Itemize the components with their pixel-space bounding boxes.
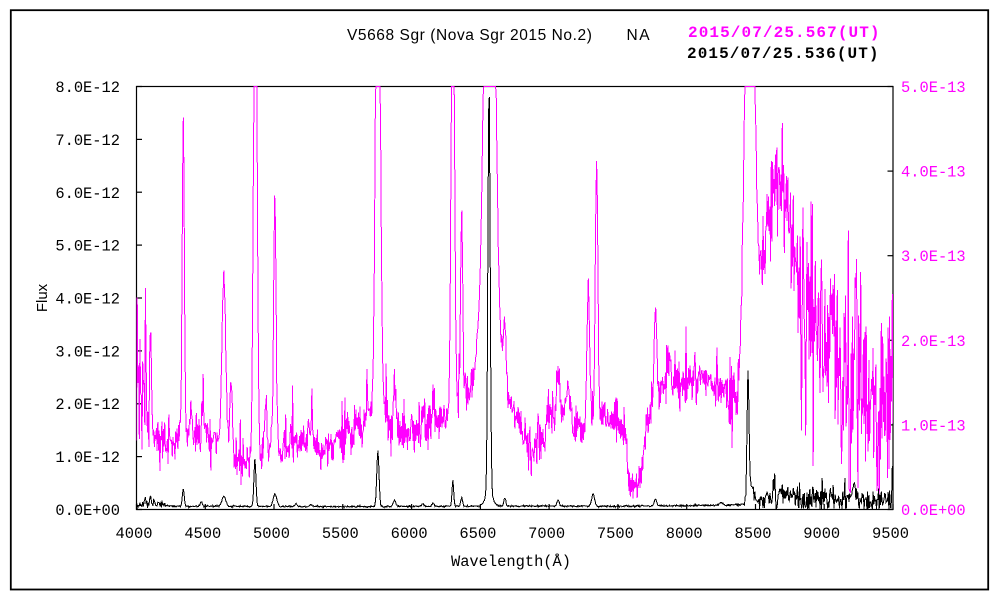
svg-text:5.0E-13: 5.0E-13 bbox=[901, 79, 966, 97]
svg-text:6000: 6000 bbox=[391, 525, 428, 543]
svg-text:8500: 8500 bbox=[735, 525, 772, 543]
svg-text:Flux: Flux bbox=[34, 283, 51, 312]
svg-text:3.0E-12: 3.0E-12 bbox=[55, 343, 120, 361]
svg-text:7000: 7000 bbox=[528, 525, 565, 543]
svg-text:4500: 4500 bbox=[184, 525, 221, 543]
svg-text:2.0E-13: 2.0E-13 bbox=[901, 333, 966, 351]
svg-text:6.0E-12: 6.0E-12 bbox=[55, 185, 120, 203]
svg-text:8000: 8000 bbox=[666, 525, 703, 543]
svg-text:1.0E-12: 1.0E-12 bbox=[55, 449, 120, 467]
svg-text:5.0E-12: 5.0E-12 bbox=[55, 238, 120, 256]
svg-text:4.0E-13: 4.0E-13 bbox=[901, 164, 966, 182]
svg-text:2015/07/25.536(UT): 2015/07/25.536(UT) bbox=[687, 45, 880, 63]
svg-text:0.0E+00: 0.0E+00 bbox=[901, 502, 966, 520]
svg-text:6500: 6500 bbox=[459, 525, 496, 543]
svg-text:5500: 5500 bbox=[322, 525, 359, 543]
svg-text:3.0E-13: 3.0E-13 bbox=[901, 248, 966, 266]
svg-text:8.0E-12: 8.0E-12 bbox=[55, 79, 120, 97]
svg-text:5000: 5000 bbox=[253, 525, 290, 543]
svg-text:2015/07/25.567(UT): 2015/07/25.567(UT) bbox=[688, 24, 881, 42]
svg-text:2.0E-12: 2.0E-12 bbox=[55, 396, 120, 414]
svg-text:4000: 4000 bbox=[116, 525, 153, 543]
svg-text:7.0E-12: 7.0E-12 bbox=[55, 132, 120, 150]
svg-text:Wavelength(Å): Wavelength(Å) bbox=[451, 553, 571, 571]
svg-text:7500: 7500 bbox=[597, 525, 634, 543]
svg-text:1.0E-13: 1.0E-13 bbox=[901, 417, 966, 435]
svg-text:0.0E+00: 0.0E+00 bbox=[55, 502, 120, 520]
svg-text:V5668 Sgr (Nova Sgr 2015 No.2): V5668 Sgr (Nova Sgr 2015 No.2) bbox=[347, 27, 592, 44]
svg-text:9000: 9000 bbox=[803, 525, 840, 543]
svg-text:9500: 9500 bbox=[872, 525, 909, 543]
svg-text:4.0E-12: 4.0E-12 bbox=[55, 291, 120, 309]
svg-text:NA: NA bbox=[627, 27, 652, 44]
